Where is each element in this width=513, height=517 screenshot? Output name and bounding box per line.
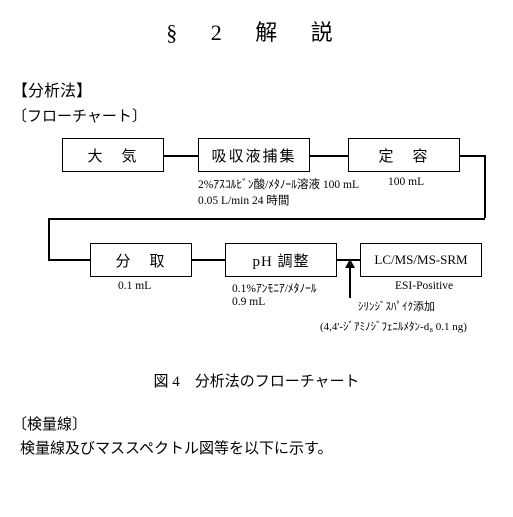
annot-volume-vol: 100 mL [388, 176, 424, 188]
section-heading-analysis: 【分析法】 [12, 77, 513, 101]
page-title: § 2 解 説 [0, 15, 513, 47]
node-air-label: 大 気 [87, 145, 138, 166]
node-aliquot-label: 分 取 [115, 250, 166, 271]
node-ph: pH 調整 [225, 243, 337, 277]
edge-vol-down2 [48, 218, 50, 260]
annot-ph-vol: 0.9 mL [232, 296, 265, 308]
annot-spike-detail: (4,4'-ｼﾞｱﾐﾉｼﾞﾌｪﾆﾙﾒﾀﾝ-d₈ 0.1 ng) [320, 318, 467, 334]
edge-vol-right [460, 155, 485, 157]
figure-caption: 図 4 分析法のフローチャート [0, 370, 513, 391]
subsection-flowchart: 〔フローチャート〕 [12, 105, 513, 126]
spike-arrow-head [345, 259, 355, 268]
edge-vol-into-ali [48, 259, 90, 261]
node-volume-label: 定 容 [378, 145, 429, 166]
annot-aliquot-vol: 0.1 mL [118, 280, 151, 292]
node-air: 大 気 [62, 138, 164, 172]
annot-ph-sol: 0.1%ｱﾝﾓﾆｱ/ﾒﾀﾉｰﾙ [232, 280, 317, 296]
spike-arrow-line [349, 266, 351, 298]
body-text-calibration: 検量線及びマススペクトル図等を以下に示す。 [20, 437, 513, 458]
edge-vol-down [484, 155, 486, 218]
annot-capture-cond: 0.05 L/min 24 時間 [198, 192, 289, 208]
edge-ali-ph [192, 259, 225, 261]
annot-spike: ｼﾘﾝｼﾞｽﾊﾟｲｸ添加 [358, 298, 435, 314]
node-lcms-label: LC/MS/MS-SRM [374, 252, 467, 268]
subsection-calibration: 〔検量線〕 [12, 413, 513, 434]
edge-air-capture [164, 155, 198, 157]
annot-capture-sol: 2%ｱｽｺﾙﾋﾞﾝ酸/ﾒﾀﾉｰﾙ溶液 100 mL [198, 176, 359, 192]
node-ph-label: pH 調整 [252, 250, 309, 271]
flowchart: 大 気 吸収液捕集 定 容 2%ｱｽｺﾙﾋﾞﾝ酸/ﾒﾀﾉｰﾙ溶液 100 mL … [0, 128, 513, 358]
node-lcms: LC/MS/MS-SRM [360, 243, 482, 277]
node-capture-label: 吸収液捕集 [211, 145, 296, 166]
node-volume: 定 容 [348, 138, 460, 172]
node-aliquot: 分 取 [90, 243, 192, 277]
edge-vol-across [48, 218, 485, 220]
edge-capture-volume [310, 155, 348, 157]
annot-lcms-mode: ESI-Positive [395, 280, 453, 292]
node-capture: 吸収液捕集 [198, 138, 310, 172]
